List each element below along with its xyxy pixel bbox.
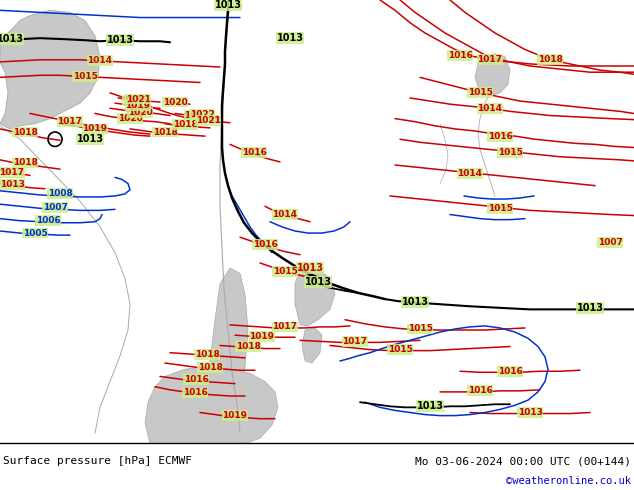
Text: 1021: 1021 <box>195 116 221 125</box>
Text: 1013: 1013 <box>417 401 444 411</box>
Text: 1013: 1013 <box>214 0 242 10</box>
Text: 1019: 1019 <box>250 332 275 341</box>
Text: 1007: 1007 <box>598 238 623 247</box>
Text: 1014: 1014 <box>87 56 112 65</box>
Text: 1016: 1016 <box>184 375 209 384</box>
Text: 1013: 1013 <box>576 303 604 313</box>
Text: 1016: 1016 <box>183 389 207 397</box>
Text: 1018: 1018 <box>195 350 219 359</box>
Text: 1015: 1015 <box>387 345 413 354</box>
Text: 1018: 1018 <box>172 120 197 129</box>
Text: 1022: 1022 <box>190 110 214 119</box>
Text: 1016: 1016 <box>252 240 278 249</box>
Text: 1013: 1013 <box>304 276 332 287</box>
Text: 1018: 1018 <box>538 55 562 64</box>
Text: 1017: 1017 <box>273 322 297 331</box>
Text: 1020: 1020 <box>127 108 152 117</box>
Polygon shape <box>302 328 322 363</box>
Text: 1018: 1018 <box>153 127 178 137</box>
Text: 1017: 1017 <box>477 55 503 64</box>
Text: 1013: 1013 <box>0 34 23 44</box>
Text: 1014: 1014 <box>477 104 503 113</box>
Text: 1015: 1015 <box>467 88 493 98</box>
Text: 1019: 1019 <box>126 100 150 110</box>
Text: 1016: 1016 <box>498 367 522 376</box>
Text: 1015: 1015 <box>498 148 522 157</box>
Text: 1013: 1013 <box>0 180 25 189</box>
Text: 1014: 1014 <box>273 210 297 219</box>
Text: 1016: 1016 <box>122 96 148 104</box>
Text: 1015: 1015 <box>488 204 512 213</box>
Text: 1020: 1020 <box>163 98 188 107</box>
Polygon shape <box>295 266 335 326</box>
Text: 1017: 1017 <box>342 337 368 346</box>
Text: 1013: 1013 <box>517 408 543 417</box>
Text: ©weatheronline.co.uk: ©weatheronline.co.uk <box>506 476 631 486</box>
Text: 1016: 1016 <box>242 148 266 157</box>
Text: 1005: 1005 <box>23 228 48 238</box>
Text: 1015: 1015 <box>273 267 297 276</box>
Text: 1017: 1017 <box>58 117 82 126</box>
Text: 1019: 1019 <box>82 124 108 133</box>
Text: Mo 03-06-2024 00:00 UTC (00+144): Mo 03-06-2024 00:00 UTC (00+144) <box>415 457 631 466</box>
Polygon shape <box>475 53 510 96</box>
Text: 1015: 1015 <box>408 324 432 334</box>
Text: 1016: 1016 <box>488 132 512 141</box>
Text: 1016: 1016 <box>467 386 493 395</box>
Text: 1019: 1019 <box>223 411 247 420</box>
Text: 1014: 1014 <box>458 169 482 178</box>
Polygon shape <box>0 10 100 129</box>
Text: 1020: 1020 <box>118 114 143 123</box>
Text: 1015: 1015 <box>72 72 98 81</box>
Text: 1018: 1018 <box>13 127 37 137</box>
Text: 1018: 1018 <box>198 363 223 371</box>
Text: 1018: 1018 <box>236 342 261 351</box>
Text: Surface pressure [hPa] ECMWF: Surface pressure [hPa] ECMWF <box>3 457 192 466</box>
Text: 1013: 1013 <box>401 297 429 307</box>
Text: 1007: 1007 <box>42 203 67 212</box>
Text: 1013: 1013 <box>107 35 134 45</box>
Text: 1016: 1016 <box>448 51 472 60</box>
Text: 1013: 1013 <box>77 134 103 144</box>
Text: 1008: 1008 <box>48 189 72 198</box>
Polygon shape <box>210 268 248 435</box>
Text: 1021: 1021 <box>126 95 150 103</box>
Text: 1006: 1006 <box>36 216 60 225</box>
Text: 1013: 1013 <box>276 33 304 43</box>
Text: 1017: 1017 <box>184 111 209 120</box>
Text: 1013: 1013 <box>297 263 323 273</box>
Polygon shape <box>145 366 278 443</box>
Text: 1018: 1018 <box>13 158 37 168</box>
Text: 1017: 1017 <box>0 168 25 177</box>
